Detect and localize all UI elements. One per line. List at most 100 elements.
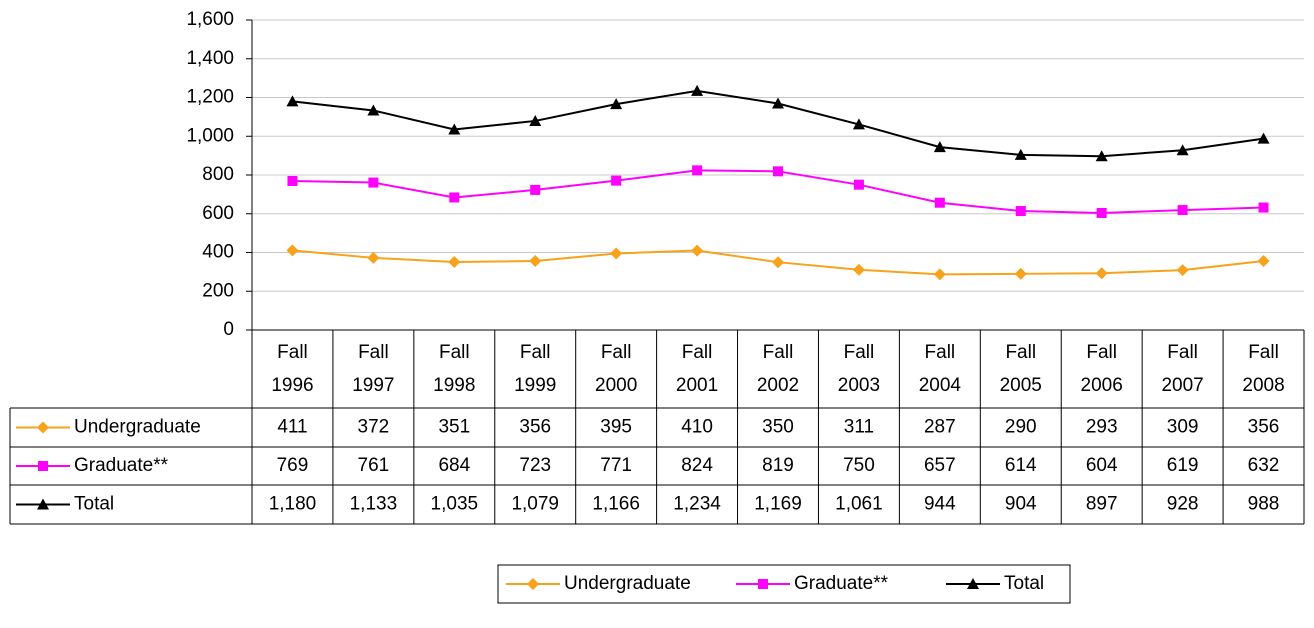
data-point (448, 123, 461, 135)
table-value: 293 (1086, 417, 1118, 438)
table-value: 750 (843, 455, 875, 476)
data-point (1176, 264, 1189, 277)
category-label: Fall 2007 (1161, 342, 1204, 396)
table-value: 1,234 (673, 494, 721, 515)
table-value: 1,169 (754, 494, 802, 515)
category-label: Fall 2004 (918, 342, 961, 396)
category-label: Fall 1999 (514, 342, 557, 396)
y-tick-label: 200 (202, 280, 234, 301)
y-tick-label: 1,600 (186, 9, 234, 30)
category-label: Fall 1997 (352, 342, 395, 396)
table-value: 410 (681, 417, 713, 438)
table-value: 356 (1248, 417, 1280, 438)
legend-label: Total (1004, 573, 1044, 594)
table-value: 657 (924, 455, 956, 476)
table-value: 944 (924, 494, 956, 515)
data-point (934, 197, 945, 208)
table-value: 904 (1005, 494, 1037, 515)
y-tick-label: 800 (202, 164, 234, 185)
table-value: 1,166 (592, 494, 640, 515)
data-point (448, 255, 461, 268)
table-value: 769 (277, 455, 309, 476)
legend-key-marker (967, 578, 979, 589)
y-tick-label: 0 (223, 319, 234, 340)
data-point (692, 165, 703, 176)
y-tick-label: 1,200 (186, 87, 234, 108)
table-value: 351 (438, 417, 470, 438)
legend-label: Graduate** (794, 573, 889, 594)
table-value: 897 (1086, 494, 1118, 515)
table-value: 356 (519, 417, 551, 438)
data-point (852, 263, 865, 276)
data-point (1015, 206, 1026, 217)
data-point (772, 256, 784, 269)
table-value: 1,180 (269, 494, 317, 515)
row-label: Undergraduate (74, 417, 201, 438)
table-value: 290 (1005, 417, 1037, 438)
table-value: 761 (358, 455, 390, 476)
table-value: 614 (1005, 455, 1037, 476)
data-point (1096, 207, 1107, 218)
legend-key-marker (37, 421, 49, 434)
category-label: Fall 2000 (595, 342, 638, 396)
table-value: 988 (1248, 494, 1280, 515)
series-line (292, 169, 1264, 214)
data-point (286, 244, 299, 257)
table-value: 287 (924, 417, 956, 438)
data-point (933, 268, 946, 281)
category-label: Fall 2001 (675, 342, 719, 396)
data-point (530, 184, 541, 195)
data-point (610, 98, 623, 110)
data-point (1257, 255, 1270, 268)
table-value: 819 (762, 455, 794, 476)
data-point (1177, 205, 1188, 216)
data-point (1257, 132, 1270, 144)
data-point (449, 192, 460, 203)
table-value: 632 (1248, 455, 1280, 476)
data-point (1176, 144, 1189, 156)
table-value: 372 (358, 417, 390, 438)
table-value: 311 (844, 417, 874, 438)
table-value: 1,133 (350, 494, 398, 515)
legend-key-marker (758, 579, 768, 589)
category-label: Fall 2003 (837, 342, 881, 396)
category-label: Fall 2006 (1080, 342, 1123, 396)
data-point (691, 244, 704, 257)
y-tick-label: 1,000 (186, 125, 234, 146)
data-point (368, 177, 379, 188)
category-label: Fall 2002 (756, 342, 800, 396)
data-point (1095, 267, 1108, 280)
row-label: Total (74, 494, 114, 515)
table-value: 1,079 (511, 494, 559, 515)
table-value: 684 (438, 455, 470, 476)
table-value: 928 (1167, 494, 1199, 515)
table-value: 395 (600, 417, 632, 438)
legend-key-marker (527, 578, 539, 590)
data-point (691, 84, 704, 96)
data-point (1095, 150, 1108, 162)
data-point (1258, 202, 1269, 213)
data-point (853, 179, 864, 190)
data-point (529, 255, 542, 268)
legend-key-marker (37, 498, 49, 510)
data-point (772, 97, 784, 109)
legend-label: Undergraduate (564, 573, 691, 594)
data-point (933, 141, 946, 153)
table-value: 771 (600, 455, 632, 476)
table-value: 350 (762, 417, 794, 438)
data-point (367, 104, 380, 116)
y-tick-label: 400 (202, 242, 234, 263)
table-value: 411 (277, 417, 307, 438)
data-point (1014, 267, 1027, 280)
category-label: Fall 2005 (999, 342, 1042, 396)
y-tick-label: 600 (202, 203, 234, 224)
data-point (610, 247, 623, 260)
category-label: Fall 2008 (1242, 342, 1285, 396)
data-point (611, 175, 622, 186)
data-point (529, 114, 542, 126)
legend-key-marker (38, 461, 48, 471)
data-point (286, 95, 299, 107)
data-point (852, 118, 865, 130)
